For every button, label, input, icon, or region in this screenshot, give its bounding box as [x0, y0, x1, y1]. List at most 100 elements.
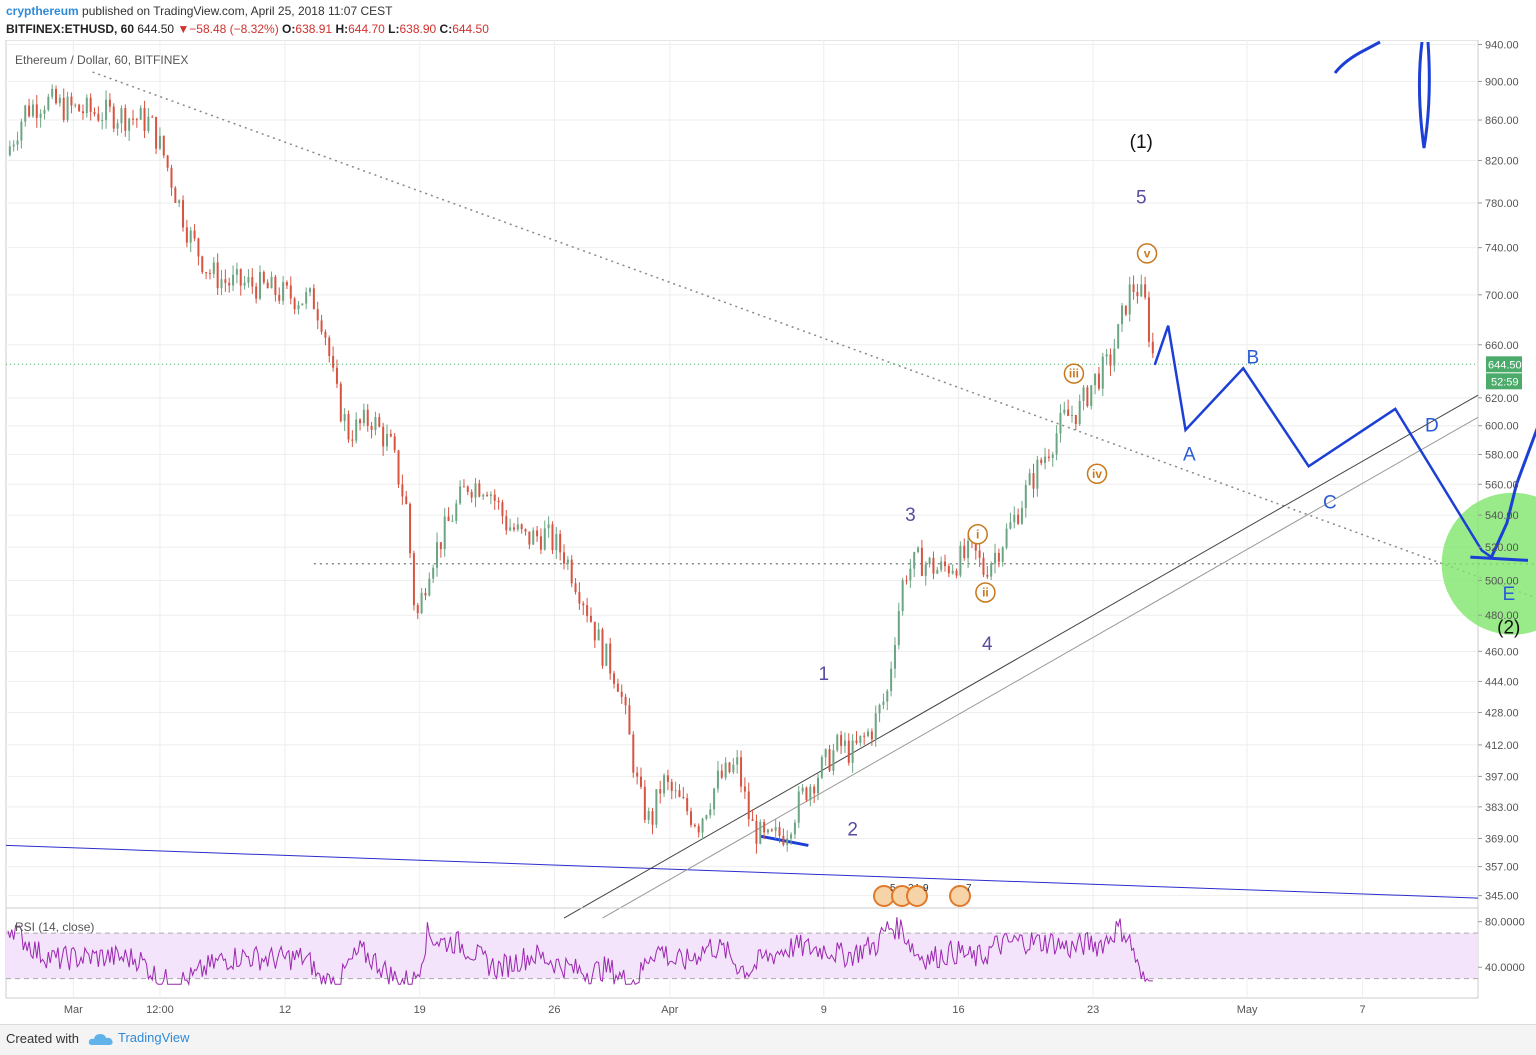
x-tick-label: May	[1237, 1004, 1258, 1016]
y-tick-label: 540.00	[1485, 510, 1519, 522]
downtrend-dotted-line	[92, 71, 1536, 599]
candle-body	[601, 629, 604, 666]
candle-body	[778, 827, 781, 836]
candle-body	[31, 104, 34, 117]
candle-body	[1101, 356, 1104, 389]
candle-body	[316, 309, 319, 321]
candle-body	[570, 559, 573, 584]
candle-body	[986, 574, 989, 577]
candle-body	[836, 735, 839, 751]
candle-body	[905, 580, 908, 582]
candle-body	[374, 417, 377, 430]
candle-body	[1109, 354, 1112, 366]
candle-body	[405, 496, 408, 504]
published-text: published on TradingView.com, April 25, …	[78, 4, 393, 18]
y-tick-label: 900.00	[1485, 76, 1519, 88]
candle-body	[947, 566, 950, 574]
channel-line-upper	[563, 394, 1479, 919]
rsi-band	[6, 933, 1478, 979]
candle-body	[97, 113, 100, 121]
candle-body	[893, 645, 896, 669]
candlestick-series	[8, 84, 1154, 854]
symbol-name: BITFINEX:ETHUSD, 60	[6, 22, 135, 36]
candle-body	[1047, 456, 1050, 458]
y-tick-label: 740.00	[1485, 243, 1519, 255]
candle-body	[674, 790, 677, 792]
candle-body	[343, 414, 346, 422]
wave-label-projection: E	[1502, 584, 1515, 605]
time-axis[interactable]: Mar 12:00 12 19 26 Apr 9 16 23 May 7	[64, 1004, 1366, 1016]
candle-body	[990, 563, 993, 577]
candle-body	[913, 552, 916, 569]
y-tick-label: 860.00	[1485, 115, 1519, 127]
projection-drawing	[1153, 40, 1536, 562]
x-tick-label: 12:00	[146, 1004, 174, 1016]
candle-body	[636, 772, 639, 777]
candle-body	[843, 740, 846, 746]
candle-body	[755, 820, 758, 844]
candle-body	[736, 757, 739, 765]
candle-body	[959, 545, 962, 576]
candle-body	[135, 119, 138, 121]
y-tick-label: 383.00	[1485, 802, 1519, 814]
candle-body	[1036, 459, 1039, 489]
candle-body	[701, 818, 704, 833]
candle-body	[432, 567, 435, 579]
candle-body	[1128, 284, 1131, 315]
candle-body	[170, 167, 173, 188]
candle-body	[416, 605, 419, 614]
candle-body	[520, 524, 523, 530]
y-tick-label: 428.00	[1485, 708, 1519, 720]
candle-body	[740, 757, 743, 787]
open-value: 638.91	[295, 22, 333, 36]
price-tag-value: 644.50	[1488, 359, 1522, 371]
candle-body	[1001, 547, 1004, 562]
chart-frame	[5, 40, 1479, 999]
tradingview-brand-link[interactable]: TradingView	[118, 1030, 190, 1045]
candle-body	[786, 838, 789, 845]
candle-body	[347, 414, 350, 440]
candle-body	[801, 787, 804, 792]
candle-body	[105, 99, 108, 121]
candle-body	[124, 108, 127, 131]
candle-body	[466, 486, 469, 492]
wave-label-minor: iii	[1069, 367, 1079, 381]
candle-body	[1136, 292, 1139, 297]
candle-body	[743, 786, 746, 792]
candle-body	[940, 561, 943, 570]
candle-body	[262, 272, 265, 283]
candle-body	[116, 123, 119, 129]
author-link[interactable]: crypthereum	[6, 4, 79, 18]
price-axis[interactable]: 345.00 357.00 369.00 383.00 397.00 412.00 428.…	[1478, 40, 1519, 903]
candle-body	[563, 552, 566, 564]
candle-body	[728, 762, 731, 773]
y-tick-label: 520.00	[1485, 542, 1519, 554]
candle-body	[1013, 514, 1016, 523]
y-tick-label: 480.00	[1485, 610, 1519, 622]
candle-body	[1147, 297, 1150, 342]
x-tick-label: 23	[1087, 1004, 1099, 1016]
candle-body	[228, 282, 231, 286]
candle-body	[459, 486, 462, 504]
candle-body	[501, 502, 504, 517]
candle-body	[659, 789, 662, 794]
candle-body	[443, 516, 446, 550]
x-tick-label: 7	[1359, 1004, 1365, 1016]
candle-body	[185, 227, 188, 243]
candle-body	[366, 409, 369, 426]
candle-body	[489, 494, 492, 496]
candle-body	[543, 528, 546, 550]
wave-label-degree: (1)	[1130, 132, 1153, 153]
candle-body	[551, 524, 554, 551]
candle-body	[512, 527, 515, 530]
candle-body	[713, 788, 716, 810]
candle-body	[790, 834, 793, 839]
y-tick-label: 780.00	[1485, 198, 1519, 210]
wave-label-primary: 1	[818, 664, 829, 685]
candle-body	[928, 557, 931, 565]
candle-body	[85, 97, 88, 114]
candle-body	[389, 433, 392, 437]
chart-header: crypthereum published on TradingView.com…	[0, 0, 1536, 40]
candle-body	[705, 815, 708, 819]
